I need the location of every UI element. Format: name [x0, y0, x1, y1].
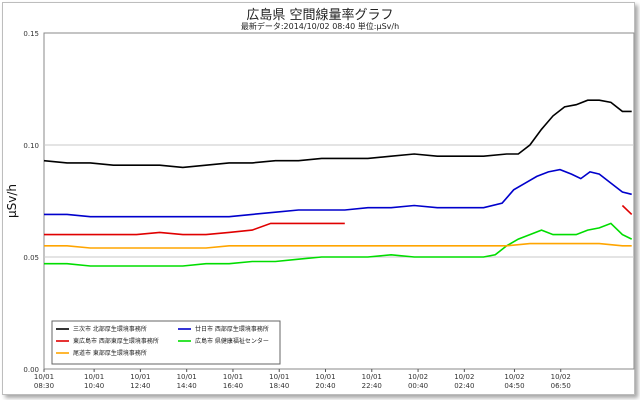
x-tick-date: 10/02 [551, 373, 571, 381]
series-line [43, 99, 632, 169]
x-tick-date: 10/01 [315, 373, 335, 381]
x-tick-time: 02:40 [454, 382, 474, 390]
x-tick-time: 04:50 [504, 382, 524, 390]
series-line [44, 168, 632, 218]
x-tick-date: 10/02 [504, 373, 524, 381]
x-tick-date: 10/02 [454, 373, 474, 381]
y-tick-label: 0.10 [23, 142, 39, 150]
chart-subtitle: 最新データ:2014/10/02 08:40 単位:μSv/h [240, 22, 400, 31]
y-tick-label: 0.15 [23, 30, 39, 38]
x-tick-time: 20:40 [315, 382, 335, 390]
x-tick-date: 10/02 [408, 373, 428, 381]
plot-area [43, 32, 635, 370]
x-tick-date: 10/01 [34, 373, 54, 381]
x-tick-time: 08:30 [34, 382, 54, 390]
x-tick-date: 10/01 [362, 373, 382, 381]
x-tick-time: 22:40 [362, 382, 382, 390]
legend-entry: 東広島市 西部東厚生環境事務所 [73, 337, 159, 345]
x-tick-time: 00:40 [408, 382, 428, 390]
y-tick-label: 0.00 [23, 366, 39, 374]
x-tick-date: 10/01 [84, 373, 104, 381]
x-tick-date: 10/01 [130, 373, 150, 381]
legend-entry: 廿日市 西部厚生環境事務所 [195, 325, 269, 333]
x-tick-date: 10/01 [223, 373, 243, 381]
legend-box [51, 320, 281, 365]
x-tick-date: 10/01 [269, 373, 289, 381]
series-line [44, 242, 632, 249]
x-tick-date: 10/01 [177, 373, 197, 381]
chart-title: 広島県 空間線量率グラフ [246, 8, 394, 23]
y-tick-label: 0.05 [23, 254, 39, 262]
series-line [621, 204, 633, 215]
x-tick-time: 10:40 [84, 382, 104, 390]
x-tick-time: 14:40 [177, 382, 197, 390]
x-tick-time: 16:40 [223, 382, 243, 390]
series-line [44, 222, 345, 236]
x-tick-time: 12:40 [130, 382, 150, 390]
x-tick-time: 06:50 [551, 382, 571, 390]
legend-entry: 広島市 県健康福祉センター [195, 337, 269, 345]
series-line [44, 222, 633, 267]
legend-entry: 三次市 北部厚生環境事務所 [73, 325, 147, 333]
x-tick-time: 18:40 [269, 382, 289, 390]
legend-entry: 尾道市 東部厚生環境事務所 [73, 349, 147, 357]
y-axis-label: μSv/h [5, 184, 19, 218]
